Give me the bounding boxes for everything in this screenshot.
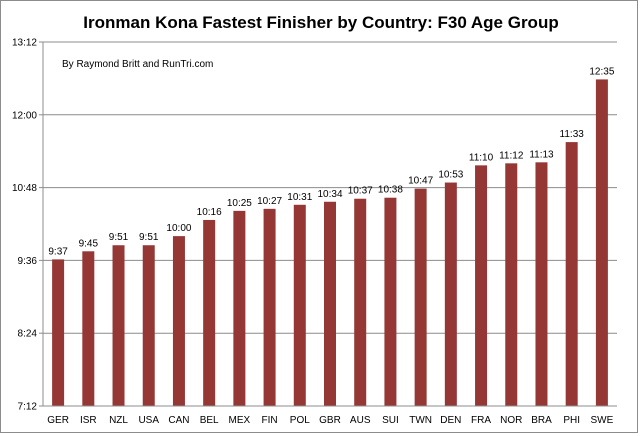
data-label-phi: 11:33 — [560, 129, 585, 140]
x-tick-label-isr: ISR — [80, 415, 97, 426]
data-label-pol: 10:31 — [287, 192, 312, 203]
data-label-ger: 9:37 — [48, 246, 68, 257]
data-label-fin: 10:27 — [257, 196, 282, 207]
data-labels: 9:37 9:45 9:51 9:51 10:00 10:16 10:25 10:27 10:3… — [48, 66, 614, 257]
data-label-aus: 10:37 — [348, 186, 373, 197]
bar-bra — [535, 162, 548, 406]
bar-fra — [475, 165, 488, 406]
x-tick-label-nor: NOR — [500, 415, 522, 426]
bar-den — [444, 182, 457, 406]
bar-twn — [414, 188, 427, 406]
data-label-twn: 10:47 — [408, 176, 433, 187]
bar-ger — [52, 259, 65, 406]
x-tick-label-mex: MEX — [229, 415, 251, 426]
x-tick-label-fra: FRA — [471, 415, 491, 426]
y-axis-tick-labels: 7:12 8:24 9:36 10:48 12:00 13:12 — [12, 38, 37, 413]
data-label-fra: 11:10 — [469, 152, 494, 163]
bar-aus — [354, 198, 367, 406]
x-tick-label-nzl: NZL — [109, 415, 128, 426]
gridlines — [39, 41, 617, 407]
data-label-gbr: 10:34 — [317, 189, 342, 200]
x-tick-label-can: CAN — [168, 415, 189, 426]
x-tick-label-sui: SUI — [382, 415, 399, 426]
x-tick-label-fin: FIN — [262, 415, 278, 426]
x-axis-tick-labels: GER ISR NZL USA CAN BEL MEX FIN POL GBR AUS SUI TWN D… — [47, 415, 613, 426]
data-label-mex: 10:25 — [227, 198, 252, 209]
x-tick-label-phi: PHI — [563, 415, 580, 426]
bar-phi — [565, 142, 578, 406]
data-label-bra: 11:13 — [529, 149, 554, 160]
x-tick-label-swe: SWE — [591, 415, 614, 426]
data-label-nor: 11:12 — [499, 150, 524, 161]
y-tick-label: 12:00 — [12, 110, 37, 121]
data-label-usa: 9:51 — [139, 232, 159, 243]
bar-pol — [293, 204, 306, 406]
bar-gbr — [324, 201, 336, 406]
bar-usa — [142, 245, 155, 406]
bar-bel — [203, 219, 216, 406]
bar-isr — [82, 251, 95, 406]
y-tick-label: 8:24 — [18, 329, 38, 340]
chart-title: Ironman Kona Fastest Finisher by Country… — [83, 13, 558, 32]
bar-can — [172, 236, 185, 406]
x-tick-label-bra: BRA — [531, 415, 552, 426]
bar-nzl — [112, 245, 125, 406]
data-label-den: 10:53 — [438, 170, 463, 181]
data-label-sui: 10:38 — [378, 185, 403, 196]
bar-sui — [384, 197, 397, 406]
data-label-can: 10:00 — [166, 223, 191, 234]
y-tick-label: 10:48 — [12, 183, 37, 194]
x-tick-label-den: DEN — [440, 415, 461, 426]
bar-fin — [263, 208, 276, 406]
bars — [52, 79, 608, 407]
x-tick-label-aus: AUS — [350, 415, 371, 426]
x-tick-label-ger: GER — [47, 415, 69, 426]
bar-swe — [595, 79, 608, 407]
bar-nor — [505, 163, 518, 406]
y-tick-label: 7:12 — [18, 402, 38, 413]
data-label-bel: 10:16 — [197, 207, 222, 218]
x-tick-label-gbr: GBR — [319, 415, 341, 426]
x-tick-label-pol: POL — [290, 415, 310, 426]
x-tick-label-usa: USA — [138, 415, 159, 426]
x-tick-label-bel: BEL — [200, 415, 219, 426]
y-tick-label: 13:12 — [12, 38, 37, 49]
data-label-nzl: 9:51 — [109, 232, 129, 243]
data-label-isr: 9:45 — [79, 238, 99, 249]
chart-subtitle: By Raymond Britt and RunTri.com — [62, 59, 213, 70]
y-tick-label: 9:36 — [18, 256, 38, 267]
data-label-swe: 12:35 — [589, 66, 614, 77]
bar-mex — [233, 210, 246, 406]
x-tick-label-twn: TWN — [409, 415, 432, 426]
